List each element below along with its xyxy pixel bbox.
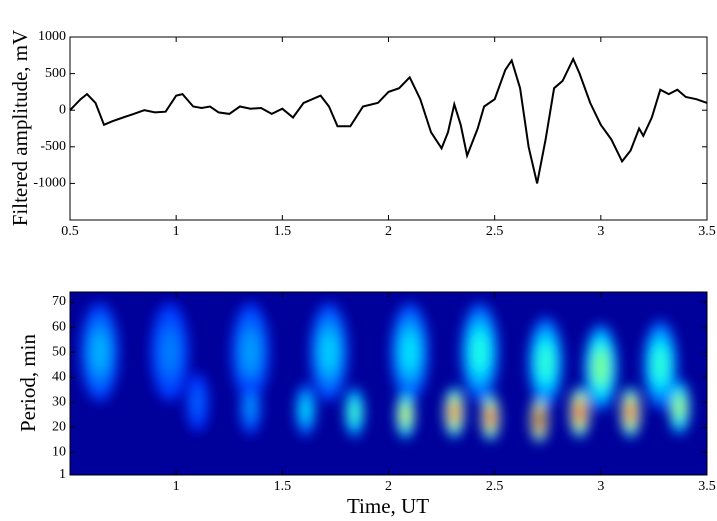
y-tick-label: -1000 [33,176,66,191]
y-tick-label: 10 [52,445,66,460]
x-tick-label: 2.5 [486,479,504,494]
power-level [487,408,494,426]
power-level [322,334,336,370]
plot-area [69,56,708,184]
x-tick-label: 3.5 [698,224,716,239]
power-peak [231,302,270,402]
power-peak [444,386,465,439]
power-peak [239,379,262,436]
power-level [402,406,409,424]
power-level [402,334,417,370]
plot-area [70,292,707,475]
y-tick-label: 40 [52,369,66,384]
y-tick-label: -500 [40,139,66,154]
power-peak [642,320,678,410]
power-peak [309,302,349,402]
power-peak [395,390,416,440]
y-tick-label: 20 [52,420,66,435]
power-level [576,403,584,422]
power-peak [80,302,119,402]
x-tick-label: 1 [173,479,180,494]
x-axis-title: Time, UT [347,494,429,518]
y-tick-label: 70 [52,294,66,309]
y-tick-label: 500 [45,66,66,81]
y-tick-label: 1000 [38,29,66,44]
y-tick-label: 1 [59,467,66,482]
y-axis-title: Filtered amplitude, mV [8,30,32,227]
power-peak [527,316,564,408]
power-peak [620,386,641,439]
data-line [69,56,708,184]
power-peak [150,302,190,402]
scalogram-field [80,302,691,443]
power-peak [344,386,365,439]
power-level [193,391,202,413]
power-level [472,334,487,370]
power-peak [481,393,500,442]
x-tick-label: 3 [597,479,604,494]
power-peak [569,386,590,439]
x-tick-label: 2 [385,224,392,239]
y-axis-title: Period, min [16,334,40,432]
power-level [162,334,177,370]
power-level [92,334,107,370]
x-tick-label: 3.5 [698,479,716,494]
power-peak [460,302,500,402]
power-peak [185,372,209,433]
power-peak [668,379,691,436]
power-peak [530,397,549,443]
x-tick-label: 1.5 [274,224,292,239]
power-level [350,403,359,422]
power-level [536,411,543,428]
power-peak [390,302,430,402]
y-tick-label: 0 [59,102,66,117]
power-level [450,403,458,422]
power-level [246,397,255,418]
power-level [539,346,552,379]
x-tick-label: 2.5 [486,224,504,239]
y-tick-label: 60 [52,319,66,334]
power-level [627,403,635,422]
x-tick-label: 1 [173,224,180,239]
y-tick-label: 30 [52,395,66,410]
power-level [675,397,684,418]
x-tick-label: 3 [597,224,604,239]
power-level [243,334,258,370]
power-level [302,400,310,420]
power-peak [583,323,618,411]
x-tick-label: 0.5 [61,224,79,239]
power-peak [295,383,317,437]
axes-frame [69,36,708,221]
x-tick-label: 1.5 [274,479,292,494]
power-level [654,348,667,381]
power-level [594,351,607,383]
x-tick-label: 2 [385,479,392,494]
y-tick-label: 50 [52,344,66,359]
